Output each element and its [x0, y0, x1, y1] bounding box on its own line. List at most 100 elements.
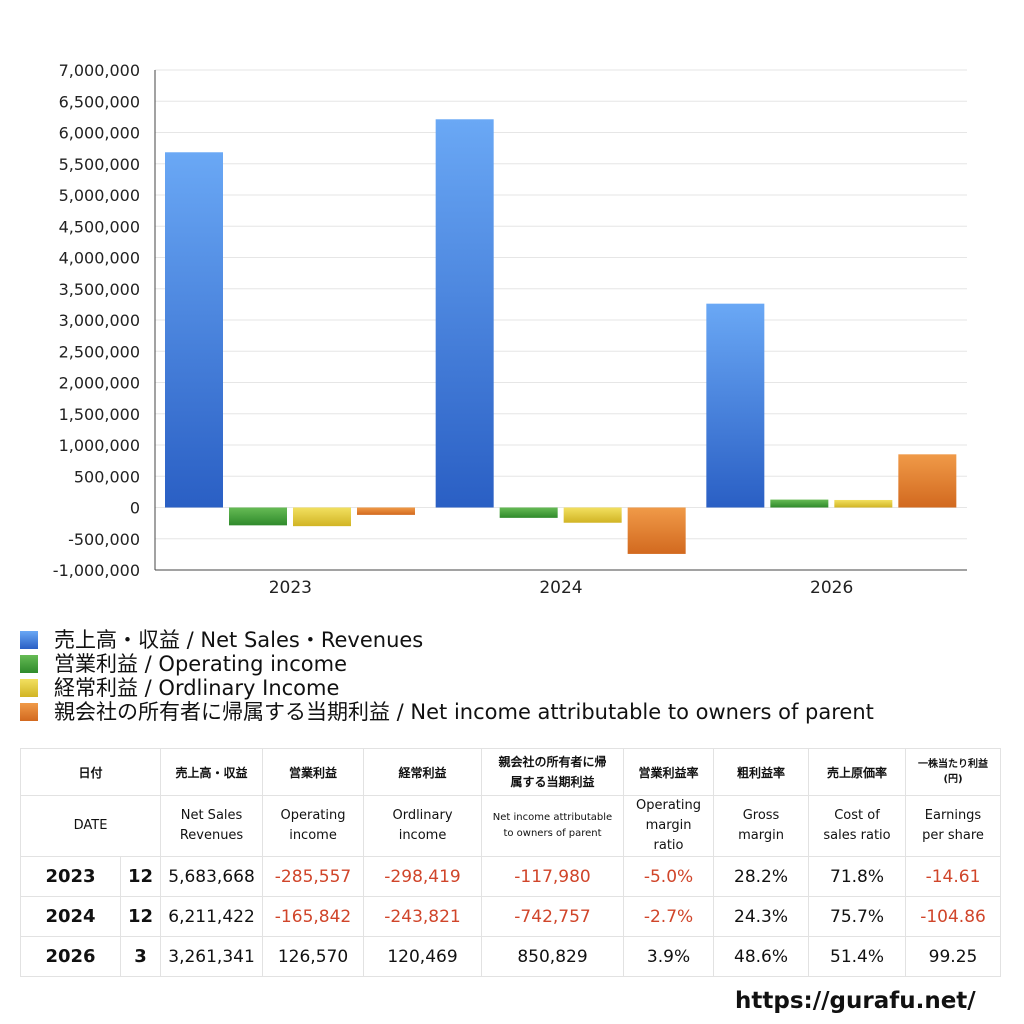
legend: 売上高・収益 / Net Sales・Revenues 営業利益 / Opera… — [20, 628, 1020, 724]
legend-label-net-sales: 売上高・収益 / Net Sales・Revenues — [54, 628, 424, 652]
legend-item-operating-income: 営業利益 / Operating income — [20, 652, 1020, 676]
financial-table: 日付 売上高・収益 営業利益 経常利益 親会社の所有者に帰属する当期利益 営業利… — [19, 748, 1002, 977]
bar-2024-series-3 — [627, 507, 686, 554]
cell-eps: 99.25 — [905, 936, 1002, 977]
bar-2026-series-2 — [834, 499, 893, 508]
cell-month: 12 — [119, 896, 162, 937]
x-tick-label: 2026 — [810, 578, 853, 598]
cell-sales: 5,683,668 — [160, 856, 264, 897]
cell-gm: 24.3% — [713, 896, 810, 937]
x-tick-label: 2024 — [539, 578, 582, 598]
cell-sales: 6,211,422 — [160, 896, 264, 937]
cell-year: 2023 — [20, 856, 121, 897]
th-cos-jp: 売上原価率 — [808, 748, 907, 796]
cell-sales: 3,261,341 — [160, 936, 264, 977]
th-sales-jp: 売上高・収益 — [160, 748, 264, 796]
y-tick-label: 1,500,000 — [59, 405, 140, 424]
table-header-jp: 日付 売上高・収益 営業利益 経常利益 親会社の所有者に帰属する当期利益 営業利… — [19, 748, 1002, 796]
cell-opm: 3.9% — [623, 936, 715, 977]
legend-item-net-income: 親会社の所有者に帰属する当期利益 / Net income attributab… — [20, 700, 1020, 724]
legend-label-net-income: 親会社の所有者に帰属する当期利益 / Net income attributab… — [54, 700, 874, 724]
legend-swatch-net-sales — [20, 631, 38, 649]
cell-month: 3 — [119, 936, 162, 977]
th-ord-jp: 経常利益 — [363, 748, 483, 796]
bar-2023-series-0 — [165, 152, 223, 508]
cell-year: 2026 — [20, 936, 121, 977]
th-net-jp: 親会社の所有者に帰属する当期利益 — [481, 748, 625, 796]
th-op-en: Operating income — [262, 795, 365, 857]
th-eps-en: Earnings per share — [905, 795, 1002, 857]
y-tick-label: 5,000,000 — [59, 186, 140, 205]
cell-cos: 75.7% — [808, 896, 907, 937]
legend-label-ordinary-income: 経常利益 / Ordlinary Income — [54, 676, 340, 700]
y-tick-label: 2,000,000 — [59, 374, 140, 393]
cell-cos: 51.4% — [808, 936, 907, 977]
legend-item-ordinary-income: 経常利益 / Ordlinary Income — [20, 676, 1020, 700]
cell-ord: -298,419 — [363, 856, 483, 897]
th-opm-jp: 営業利益率 — [623, 748, 715, 796]
y-tick-label: 6,500,000 — [59, 92, 140, 111]
cell-year: 2024 — [20, 896, 121, 937]
x-tick-label: 2023 — [269, 578, 312, 598]
th-gm-jp: 粗利益率 — [713, 748, 810, 796]
y-tick-label: 4,500,000 — [59, 217, 140, 236]
cell-cos: 71.8% — [808, 856, 907, 897]
cell-net: 850,829 — [481, 936, 625, 977]
table-header-en: DATE Net Sales Revenues Operating income… — [19, 795, 1002, 857]
cell-month: 12 — [119, 856, 162, 897]
y-tick-label: 3,500,000 — [59, 280, 140, 299]
table-row: 2024 12 6,211,422 -165,842 -243,821 -742… — [20, 896, 1002, 937]
th-opm-en: Operating margin ratio — [623, 795, 715, 857]
th-gm-en: Gross margin — [713, 795, 810, 857]
bar-2023-series-1 — [229, 507, 287, 526]
y-tick-label: 500,000 — [74, 467, 140, 486]
bar-2026-series-3 — [898, 454, 957, 508]
cell-gm: 48.6% — [713, 936, 810, 977]
legend-swatch-ordinary-income — [20, 679, 38, 697]
cell-gm: 28.2% — [713, 856, 810, 897]
cell-opm: -2.7% — [623, 896, 715, 937]
cell-op: 126,570 — [262, 936, 365, 977]
cell-op: -285,557 — [262, 856, 365, 897]
bar-2024-series-1 — [499, 507, 558, 518]
y-tick-label: 3,000,000 — [59, 311, 140, 330]
site-url[interactable]: https://gurafu.net/ — [735, 988, 976, 1014]
legend-label-operating-income: 営業利益 / Operating income — [54, 652, 348, 676]
cell-eps: -14.61 — [905, 856, 1002, 897]
y-tick-label: 6,000,000 — [59, 124, 140, 143]
th-net-en: Net income attributable to owners of par… — [481, 795, 625, 857]
legend-swatch-operating-income — [20, 655, 38, 673]
table-row: 2026 3 3,261,341 126,570 120,469 850,829… — [20, 936, 1002, 977]
y-tick-label: 4,000,000 — [59, 249, 140, 268]
th-ord-en: Ordlinary income — [363, 795, 483, 857]
y-tick-label: -500,000 — [68, 530, 140, 549]
legend-item-net-sales: 売上高・収益 / Net Sales・Revenues — [20, 628, 1020, 652]
y-tick-label: 2,500,000 — [59, 342, 140, 361]
y-tick-label: 1,000,000 — [59, 436, 140, 455]
cell-ord: 120,469 — [363, 936, 483, 977]
bar-2023-series-2 — [293, 507, 351, 527]
legend-swatch-net-income — [20, 703, 38, 721]
th-op-jp: 営業利益 — [262, 748, 365, 796]
bar-chart: 7,000,000 6,500,000 6,000,000 5,500,000 5,00… — [53, 61, 967, 598]
cell-net: -117,980 — [481, 856, 625, 897]
bar-2026-series-1 — [770, 499, 829, 508]
y-tick-label: 0 — [130, 499, 140, 518]
cell-ord: -243,821 — [363, 896, 483, 937]
y-tick-label: 5,500,000 — [59, 155, 140, 174]
cell-op: -165,842 — [262, 896, 365, 937]
y-tick-label: 7,000,000 — [59, 61, 140, 80]
cell-net: -742,757 — [481, 896, 625, 937]
bar-2024-series-0 — [435, 119, 494, 508]
th-eps-jp: 一株当たり利益(円) — [905, 748, 1002, 796]
bar-2026-series-0 — [706, 303, 765, 508]
th-date-en: DATE — [19, 795, 162, 857]
cell-opm: -5.0% — [623, 856, 715, 897]
th-cos-en: Cost of sales ratio — [808, 795, 907, 857]
table-row: 2023 12 5,683,668 -285,557 -298,419 -117… — [20, 856, 1002, 897]
th-sales-en: Net Sales Revenues — [160, 795, 264, 857]
bar-2023-series-3 — [357, 507, 415, 515]
th-date-jp: 日付 — [19, 748, 162, 796]
cell-eps: -104.86 — [905, 896, 1002, 937]
bar-2024-series-2 — [563, 507, 622, 523]
